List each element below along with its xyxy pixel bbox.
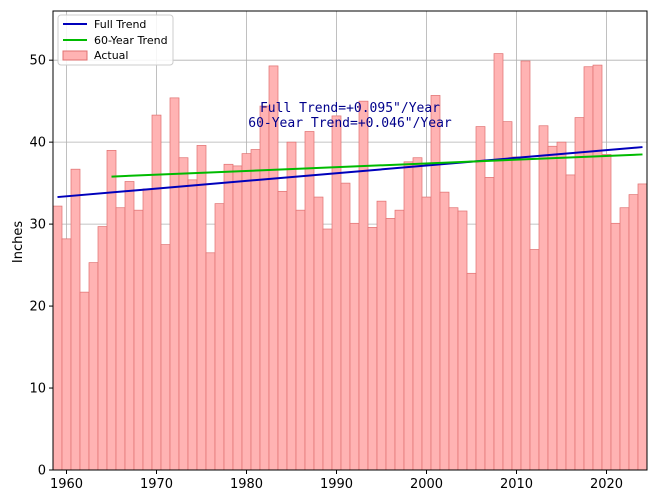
- bar-2018: [583, 66, 594, 471]
- trend-annotation: Full Trend=+0.095"/Year 60-Year Trend=+0…: [248, 101, 452, 131]
- bar-2012: [529, 249, 540, 471]
- x-tick-label: 1970: [140, 477, 173, 492]
- bar-1967: [124, 181, 135, 471]
- bar-2007: [484, 177, 495, 471]
- bar-1978: [223, 163, 234, 471]
- bar-1982: [259, 105, 270, 471]
- bar-1961: [70, 168, 81, 471]
- axis-ticks: 1960 1970 1980 1990 2000 2010 2020 0 10 20 30 40 50: [29, 54, 623, 492]
- bar-1989: [322, 228, 333, 471]
- bar-1985: [286, 141, 297, 471]
- bar-1979: [232, 165, 243, 471]
- y-tick-label: 40: [29, 136, 46, 151]
- plot-frame: [52, 10, 648, 471]
- bar-1959: [52, 205, 63, 471]
- bar-2020: [601, 154, 612, 471]
- bar-1981: [250, 149, 261, 471]
- bar-1995: [376, 200, 387, 471]
- bar-2019: [592, 64, 603, 471]
- bar-2002: [439, 191, 450, 471]
- x-tick-label: 2010: [500, 477, 533, 492]
- y-tick-label: 10: [29, 382, 46, 397]
- bar-2009: [502, 121, 513, 471]
- bars: [52, 53, 648, 471]
- bar-2021: [610, 222, 621, 471]
- bar-2014: [547, 145, 558, 471]
- bar-1977: [214, 203, 225, 471]
- bar-2015: [556, 141, 567, 471]
- bar-1960: [61, 238, 72, 471]
- bar-2013: [538, 125, 549, 471]
- x-tick-label: 1980: [230, 477, 263, 492]
- bar-1976: [205, 252, 216, 471]
- bar-1972: [169, 97, 180, 471]
- bar-1974: [187, 179, 198, 471]
- bar-1994: [367, 227, 378, 471]
- legend-actual-label: Actual: [94, 49, 128, 62]
- bar-1986: [295, 209, 306, 471]
- bar-1992: [349, 222, 360, 471]
- bar-1969: [142, 188, 153, 471]
- trend-lines: [57, 146, 643, 199]
- x-tick-label: 1990: [320, 477, 353, 492]
- x-tick-label: 2000: [410, 477, 443, 492]
- bar-1963: [88, 262, 99, 471]
- bar-2022: [619, 207, 630, 471]
- bar-1970: [151, 114, 162, 471]
- bar-1968: [133, 209, 144, 471]
- bar-2011: [520, 60, 531, 471]
- sixty-year-trend-line: [111, 153, 643, 178]
- y-tick-label: 0: [38, 464, 46, 479]
- bar-1999: [412, 157, 423, 471]
- bar-1987: [304, 131, 315, 471]
- bar-1980: [241, 153, 252, 471]
- legend-60-year-trend-label: 60-Year Trend: [94, 34, 168, 47]
- legend-actual-swatch: [62, 50, 88, 61]
- bar-1991: [340, 182, 351, 471]
- annotation-60-year-trend: 60-Year Trend=+0.046"/Year: [248, 116, 452, 131]
- bar-2016: [565, 174, 576, 471]
- bar-1964: [97, 226, 108, 471]
- bar-2024: [637, 183, 648, 471]
- bar-1990: [331, 115, 342, 471]
- bar-1971: [160, 244, 171, 471]
- x-tick-label: 1960: [50, 477, 83, 492]
- bar-2008: [493, 53, 504, 471]
- bar-2010: [511, 156, 522, 471]
- y-axis-label: Inches: [11, 221, 26, 263]
- legend: Full Trend 60-Year Trend Actual: [57, 14, 174, 66]
- x-tick-label: 2020: [590, 477, 623, 492]
- bar-1998: [403, 161, 414, 471]
- bar-2000: [421, 196, 432, 471]
- bar-1988: [313, 196, 324, 471]
- y-tick-label: 30: [29, 218, 46, 233]
- bar-1973: [178, 157, 189, 471]
- full-trend-line: [57, 146, 643, 199]
- bar-1984: [277, 190, 288, 471]
- bar-2023: [628, 194, 639, 471]
- bar-2017: [574, 117, 585, 471]
- bar-1997: [394, 209, 405, 471]
- bar-2006: [475, 126, 486, 471]
- bar-2005: [466, 272, 477, 471]
- bar-1996: [385, 218, 396, 471]
- y-tick-label: 50: [29, 54, 46, 69]
- bar-1962: [79, 291, 90, 471]
- bar-1993: [358, 100, 369, 471]
- bar-2001: [430, 95, 441, 471]
- bar-1975: [196, 145, 207, 471]
- bar-1966: [115, 207, 126, 471]
- legend-full-trend-label: Full Trend: [94, 18, 146, 31]
- annotation-full-trend: Full Trend=+0.095"/Year: [260, 101, 440, 116]
- bar-1965: [106, 149, 117, 471]
- bar-2004: [457, 210, 468, 471]
- y-tick-label: 20: [29, 300, 46, 315]
- bar-2003: [448, 207, 459, 471]
